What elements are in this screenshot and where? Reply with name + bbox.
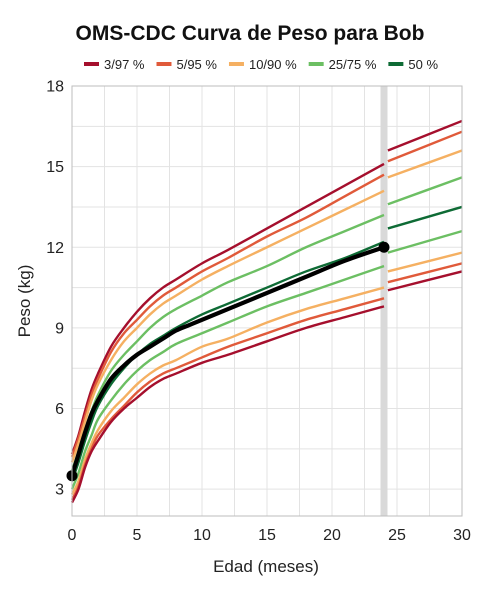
percentile-line xyxy=(387,251,463,273)
percentile-line xyxy=(70,240,385,482)
percentile-line xyxy=(387,130,463,163)
percentile-line xyxy=(70,189,385,463)
legend: 3/97 % 5/95 % 10/90 % 25/75 % 50 % xyxy=(84,57,438,72)
transition-band xyxy=(380,86,388,516)
percentile-line xyxy=(387,149,463,179)
chart-title: OMS-CDC Curva de Peso para Bob xyxy=(76,22,425,45)
percentile-line xyxy=(387,262,463,284)
patient-weight-line xyxy=(69,245,387,478)
x-tick-label: 5 xyxy=(133,527,142,544)
x-tick-label: 0 xyxy=(68,527,77,544)
x-axis: 0 5 10 15 20 25 30 xyxy=(68,527,471,544)
y-tick-label: 9 xyxy=(55,320,64,337)
percentile-line xyxy=(70,297,385,501)
y-tick-label: 18 xyxy=(46,79,64,96)
percentile-line xyxy=(70,305,385,504)
x-tick-label: 30 xyxy=(453,527,471,544)
transition-band-layer xyxy=(380,86,388,516)
percentile-line xyxy=(70,162,385,455)
y-tick-label: 15 xyxy=(46,159,64,176)
x-tick-label: 20 xyxy=(323,527,341,544)
legend-label: 5/95 % xyxy=(176,57,217,72)
x-tick-label: 10 xyxy=(193,527,211,544)
x-axis-label: Edad (meses) xyxy=(213,557,319,576)
x-tick-label: 15 xyxy=(258,527,276,544)
percentile-line xyxy=(70,173,385,458)
plot-area xyxy=(66,85,463,517)
plot-frame xyxy=(71,85,463,517)
patient-layer xyxy=(66,241,390,482)
percentile-line xyxy=(387,176,463,206)
y-tick-label: 3 xyxy=(55,482,64,499)
x-tick-label: 25 xyxy=(388,527,406,544)
percentile-line xyxy=(70,264,385,490)
percentile-line xyxy=(387,119,463,152)
percentile-curves xyxy=(70,119,463,504)
y-tick-label: 12 xyxy=(46,240,64,257)
legend-label: 10/90 % xyxy=(249,57,297,72)
percentile-line xyxy=(387,229,463,254)
legend-label: 50 % xyxy=(408,57,438,72)
percentile-line xyxy=(387,205,463,230)
legend-label: 25/75 % xyxy=(329,57,377,72)
grid xyxy=(71,85,463,516)
percentile-line xyxy=(70,286,385,496)
y-axis-label: Peso (kg) xyxy=(15,265,34,338)
patient-weight-point xyxy=(378,241,390,253)
legend-label: 3/97 % xyxy=(104,57,145,72)
y-axis: 3 6 9 12 15 18 xyxy=(46,79,64,499)
percentile-line xyxy=(70,213,385,471)
plot-border xyxy=(71,85,463,517)
percentile-line xyxy=(387,270,463,292)
y-tick-label: 6 xyxy=(55,401,64,418)
